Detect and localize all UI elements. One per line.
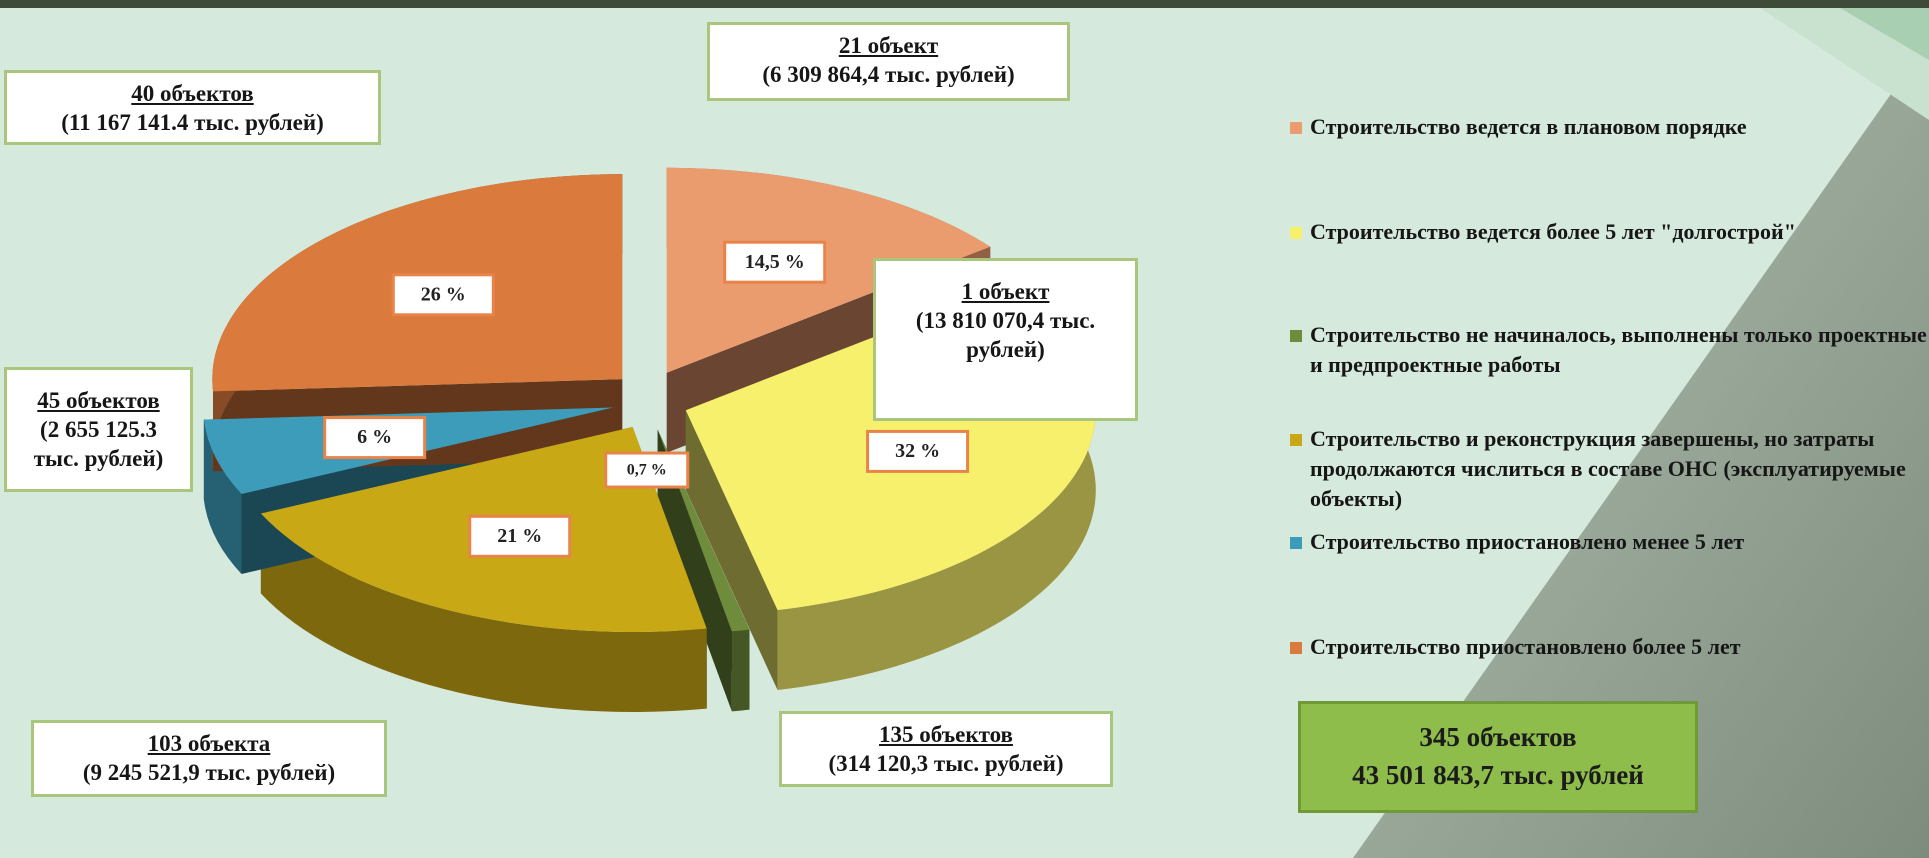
total-box: 345 объектов 43 501 843,7 тыс. рублей <box>1298 701 1698 813</box>
legend-item: Строительство ведется в плановом порядке <box>1290 112 1929 142</box>
callout: 40 объектов (11 167 141.4 тыс. рублей) <box>4 70 381 145</box>
legend-item: Строительство ведется более 5 лет "долго… <box>1290 217 1929 247</box>
callout-sum: (9 245 521,9 тыс. рублей) <box>82 760 336 785</box>
callout-count: 103 объекта <box>147 731 271 756</box>
legend-item: Строительство и реконструкция завершены,… <box>1290 424 1929 514</box>
callout-sum: (314 120,3 тыс. рублей) <box>828 751 1064 776</box>
value-label-box <box>866 429 970 473</box>
legend-label: Строительство не начиналось, выполнены т… <box>1310 322 1927 377</box>
legend-swatch <box>1290 642 1302 654</box>
callout: 103 объекта (9 245 521,9 тыс. рублей) <box>31 720 387 797</box>
total-sum: 43 501 843,7 тыс. рублей <box>1352 760 1644 790</box>
callout: 21 объект (6 309 864,4 тыс. рублей) <box>707 22 1070 101</box>
total-count: 345 объектов <box>1419 722 1577 752</box>
slice-wall <box>685 410 778 690</box>
slice-side <box>777 284 1096 690</box>
value-label-box <box>604 451 690 489</box>
value-label-box <box>723 240 827 284</box>
legend-swatch <box>1290 434 1302 446</box>
callout-count: 135 объектов <box>879 722 1013 747</box>
callout-sum: (11 167 141.4 тыс. рублей) <box>61 110 324 135</box>
value-label-box <box>468 514 572 558</box>
slice <box>666 167 991 373</box>
legend-label: Строительство приостановлено менее 5 лет <box>1310 529 1745 554</box>
callout-count: 21 объект <box>838 33 939 58</box>
callout-sum: (13 810 070,4 тыс. рублей) <box>915 308 1096 362</box>
legend-swatch <box>1290 227 1302 239</box>
callout: 135 объектов (314 120,3 тыс. рублей) <box>779 711 1113 787</box>
slice-wall <box>657 429 732 712</box>
legend-item: Строительство приостановлено менее 5 лет <box>1290 527 1929 557</box>
slice-side <box>260 513 707 713</box>
value-label: 21 % <box>497 525 542 547</box>
value-label: 0,7 % <box>627 462 667 479</box>
callout-count: 1 объект <box>961 279 1050 304</box>
background-shape <box>1760 8 1929 120</box>
callout: 45 объектов (2 655 125.3 тыс. рублей) <box>4 367 193 492</box>
legend-swatch <box>1290 330 1302 342</box>
callout-count: 45 объектов <box>37 388 160 413</box>
top-border <box>0 0 1929 8</box>
value-label: 32 % <box>895 440 940 462</box>
value-labels: 14,5 % 32 % 0,7 % 21 % 6 % 26 % <box>323 240 970 558</box>
value-label: 14,5 % <box>745 251 805 273</box>
legend-label: Строительство ведется более 5 лет "долго… <box>1310 219 1796 244</box>
callout-count: 40 объектов <box>131 81 254 106</box>
legend-label: Строительство и реконструкция завершены,… <box>1310 426 1906 511</box>
callout-sum: (6 309 864,4 тыс. рублей) <box>762 62 1015 87</box>
callout-sum: (2 655 125.3 тыс. рублей) <box>33 417 164 471</box>
slice-side <box>731 629 750 712</box>
legend-label: Строительство ведется в плановом порядке <box>1310 114 1747 139</box>
background-shape <box>1840 8 1929 60</box>
background-shape <box>1353 40 1929 858</box>
pie: 14,5 % 32 % 0,7 % 21 % 6 % 26 % <box>203 167 1096 713</box>
callout: 1 объект (13 810 070,4 тыс. рублей) <box>873 258 1138 421</box>
value-label-box <box>391 273 495 317</box>
legend-item: Строительство не начиналось, выполнены т… <box>1290 320 1929 380</box>
value-label: 6 % <box>357 426 392 448</box>
legend-swatch <box>1290 122 1302 134</box>
legend-swatch <box>1290 537 1302 549</box>
value-label: 26 % <box>421 283 466 305</box>
value-label-box <box>323 416 427 460</box>
legend-label: Строительство приостановлено более 5 лет <box>1310 634 1741 659</box>
legend-item: Строительство приостановлено более 5 лет <box>1290 632 1929 662</box>
